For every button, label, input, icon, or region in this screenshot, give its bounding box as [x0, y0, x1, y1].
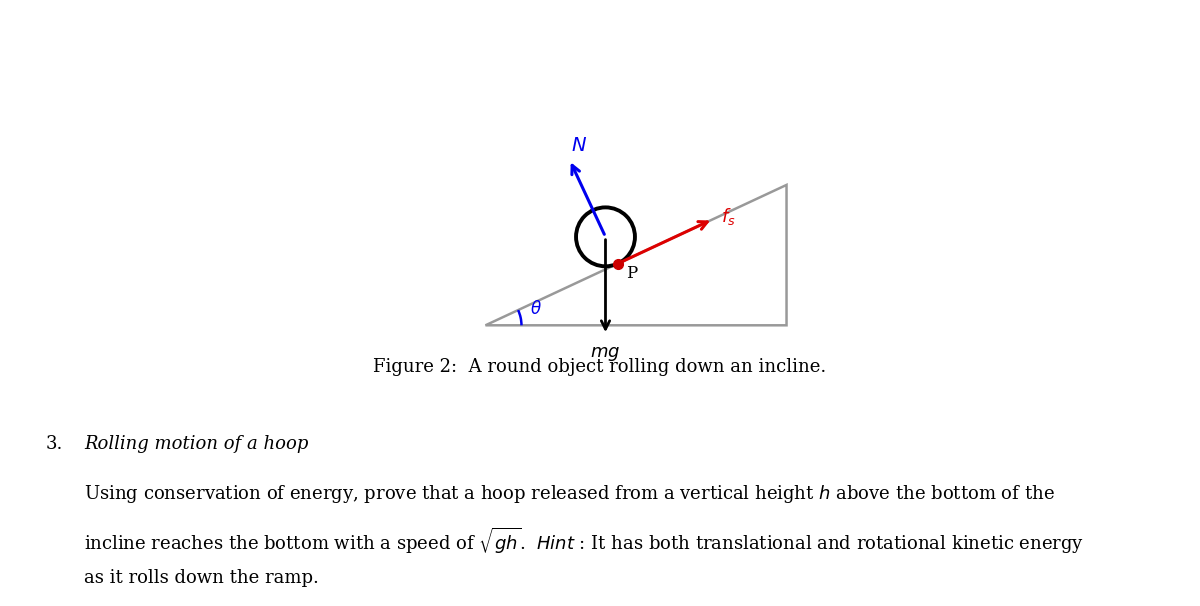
Text: P: P: [626, 265, 637, 282]
Text: incline reaches the bottom with a speed of $\sqrt{gh}$.  $\mathit{Hint}$ : It ha: incline reaches the bottom with a speed …: [84, 526, 1084, 556]
Text: Rolling motion of a hoop: Rolling motion of a hoop: [84, 435, 308, 453]
Text: $f_s$: $f_s$: [721, 205, 736, 227]
Text: $\theta$: $\theta$: [530, 300, 542, 318]
Text: $N$: $N$: [571, 136, 587, 155]
Text: $mg$: $mg$: [590, 345, 620, 363]
Text: Using conservation of energy, prove that a hoop released from a vertical height : Using conservation of energy, prove that…: [84, 484, 1055, 505]
Text: as it rolls down the ramp.: as it rolls down the ramp.: [84, 568, 319, 587]
Text: 3.: 3.: [46, 435, 62, 453]
Text: Figure 2:  A round object rolling down an incline.: Figure 2: A round object rolling down an…: [373, 358, 827, 376]
